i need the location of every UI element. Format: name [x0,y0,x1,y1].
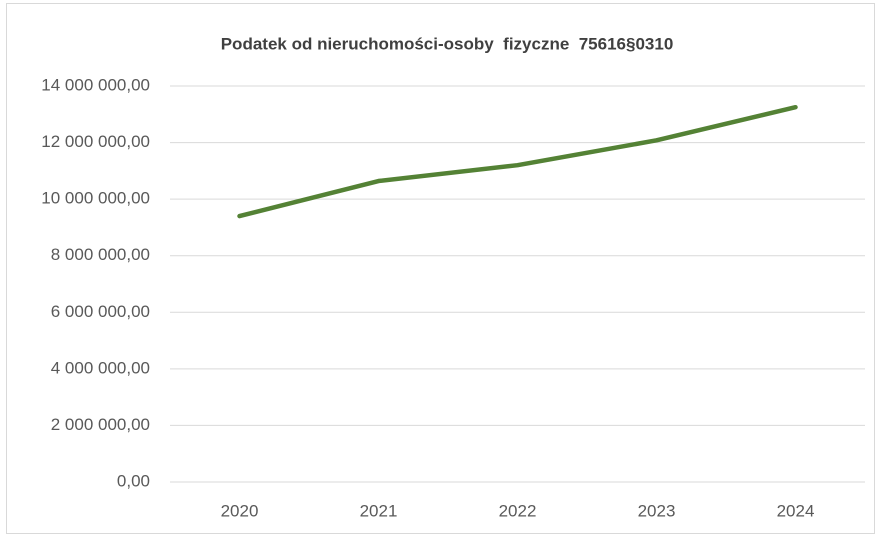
y-tick-label: 8 000 000,00 [51,245,150,264]
data-line [237,104,798,219]
y-tick-label: 10 000 000,00 [41,189,150,208]
x-tick-label: 2021 [360,501,398,520]
y-tick-label: 12 000 000,00 [41,132,150,151]
y-tick-label: 2 000 000,00 [51,415,150,434]
y-tick-label: 4 000 000,00 [51,358,150,377]
x-tick-label: 2023 [638,501,676,520]
x-tick-label: 2024 [777,501,815,520]
x-tick-label: 2022 [499,501,537,520]
y-tick-label: 6 000 000,00 [51,302,150,321]
chart-title: Podatek od nieruchomości-osoby fizyczne … [221,34,674,53]
y-tick-label: 14 000 000,00 [41,75,150,94]
y-tick-label: 0,00 [117,471,150,490]
chart-frame [6,3,875,534]
x-tick-label: 2020 [221,501,259,520]
